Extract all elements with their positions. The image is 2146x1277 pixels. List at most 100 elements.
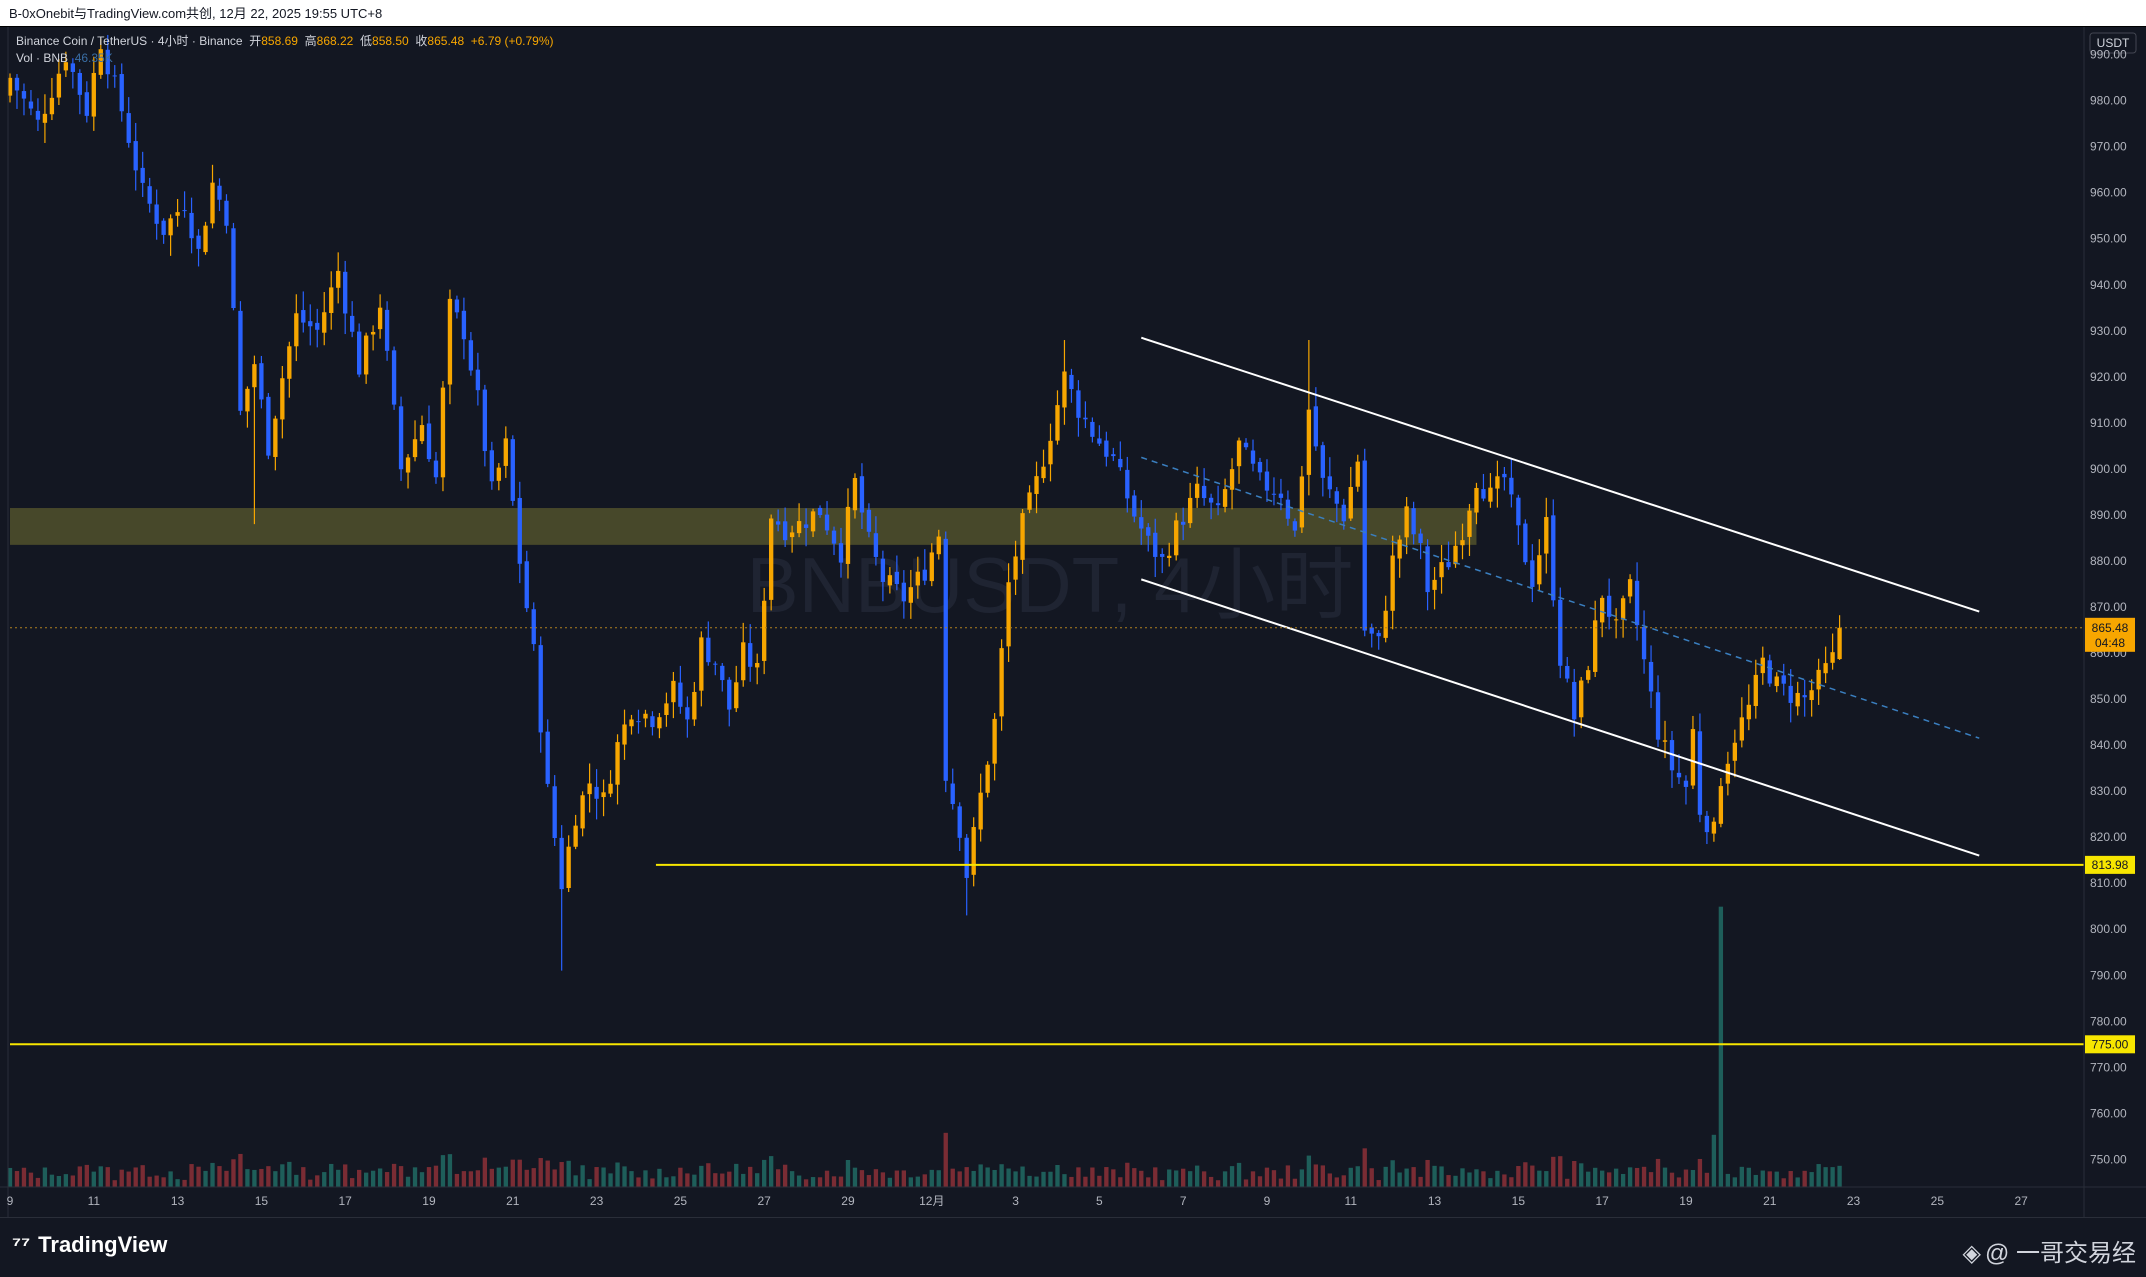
candle[interactable]	[992, 713, 997, 781]
candle[interactable]	[1222, 478, 1228, 513]
candle[interactable]	[1718, 778, 1724, 828]
candle[interactable]	[1439, 544, 1444, 594]
candle[interactable]	[1767, 654, 1772, 687]
candle[interactable]	[175, 199, 180, 227]
candle[interactable]	[1648, 645, 1654, 709]
candle[interactable]	[301, 291, 306, 333]
candle[interactable]	[1320, 441, 1325, 497]
candle[interactable]	[1201, 468, 1207, 506]
candle[interactable]	[1760, 646, 1765, 685]
candle[interactable]	[1676, 754, 1682, 785]
candle[interactable]	[1285, 490, 1291, 526]
candle[interactable]	[1565, 656, 1570, 683]
candle[interactable]	[1215, 485, 1221, 516]
candle[interactable]	[1502, 466, 1507, 491]
candle[interactable]	[727, 677, 732, 727]
candle[interactable]	[964, 834, 969, 916]
candle[interactable]	[1802, 679, 1807, 717]
candle[interactable]	[77, 69, 82, 115]
candle[interactable]	[280, 365, 285, 439]
candle[interactable]	[419, 415, 425, 445]
candle[interactable]	[775, 509, 781, 532]
candle[interactable]	[1711, 817, 1717, 842]
candle[interactable]	[1397, 535, 1402, 578]
candle[interactable]	[1641, 610, 1647, 674]
candle[interactable]	[755, 653, 760, 685]
candle[interactable]	[587, 763, 592, 813]
candle[interactable]	[1181, 507, 1186, 541]
candle[interactable]	[56, 59, 62, 105]
candle[interactable]	[1292, 518, 1298, 537]
candle[interactable]	[671, 671, 676, 719]
candle[interactable]	[503, 426, 508, 478]
candle[interactable]	[1739, 697, 1744, 748]
candle[interactable]	[950, 768, 955, 810]
candle[interactable]	[343, 260, 348, 335]
candle[interactable]	[1062, 340, 1067, 425]
candle[interactable]	[70, 58, 76, 89]
candle[interactable]	[908, 569, 913, 619]
candle[interactable]	[838, 527, 844, 578]
candle[interactable]	[245, 386, 250, 428]
candle[interactable]	[1544, 497, 1549, 574]
candle[interactable]	[1474, 482, 1479, 525]
candle[interactable]	[1257, 457, 1263, 481]
candle[interactable]	[1076, 380, 1081, 437]
candle[interactable]	[692, 681, 697, 726]
candle[interactable]	[1411, 501, 1416, 545]
candle[interactable]	[259, 355, 264, 409]
candle[interactable]	[91, 56, 96, 131]
candle[interactable]	[1006, 563, 1011, 662]
candle[interactable]	[1418, 528, 1423, 560]
candle[interactable]	[1488, 473, 1493, 508]
candle[interactable]	[475, 352, 481, 406]
candle[interactable]	[377, 294, 383, 339]
candle[interactable]	[1823, 646, 1828, 684]
candle[interactable]	[231, 222, 236, 311]
candle[interactable]	[1327, 457, 1332, 499]
candle[interactable]	[1788, 669, 1793, 723]
candle[interactable]	[1236, 437, 1242, 484]
candle[interactable]	[7, 73, 13, 103]
candle[interactable]	[706, 621, 711, 666]
candle[interactable]	[796, 503, 802, 538]
candle[interactable]	[720, 663, 725, 692]
candle[interactable]	[1020, 509, 1025, 574]
candle[interactable]	[1306, 340, 1312, 496]
candle[interactable]	[901, 570, 907, 619]
candle[interactable]	[294, 294, 299, 362]
candle[interactable]	[35, 98, 41, 131]
candle[interactable]	[1299, 466, 1305, 533]
candle[interactable]	[657, 713, 662, 739]
currency-tag-box[interactable]	[2089, 32, 2137, 54]
candle[interactable]	[1795, 681, 1800, 716]
candle[interactable]	[1034, 461, 1039, 514]
candle[interactable]	[873, 516, 879, 566]
candle[interactable]	[1048, 423, 1053, 482]
candle[interactable]	[1069, 368, 1074, 403]
candle[interactable]	[824, 501, 830, 535]
candle[interactable]	[1243, 438, 1249, 450]
candle[interactable]	[1781, 663, 1786, 696]
candle[interactable]	[1278, 478, 1284, 511]
candle[interactable]	[224, 194, 229, 234]
candle[interactable]	[999, 639, 1004, 731]
candle[interactable]	[1348, 466, 1353, 521]
candle[interactable]	[622, 709, 627, 760]
candle[interactable]	[1732, 729, 1738, 778]
candle[interactable]	[866, 503, 872, 538]
candle[interactable]	[1634, 562, 1640, 641]
candle[interactable]	[126, 97, 131, 148]
candle[interactable]	[315, 308, 320, 348]
candle[interactable]	[1572, 668, 1577, 737]
candle[interactable]	[643, 709, 648, 728]
candle[interactable]	[943, 531, 948, 793]
candle[interactable]	[1516, 494, 1521, 545]
candle[interactable]	[810, 508, 816, 538]
candle[interactable]	[1753, 659, 1758, 719]
candle[interactable]	[1530, 544, 1535, 603]
candle[interactable]	[1579, 676, 1584, 729]
candle[interactable]	[1432, 567, 1437, 610]
candle[interactable]	[594, 769, 599, 820]
